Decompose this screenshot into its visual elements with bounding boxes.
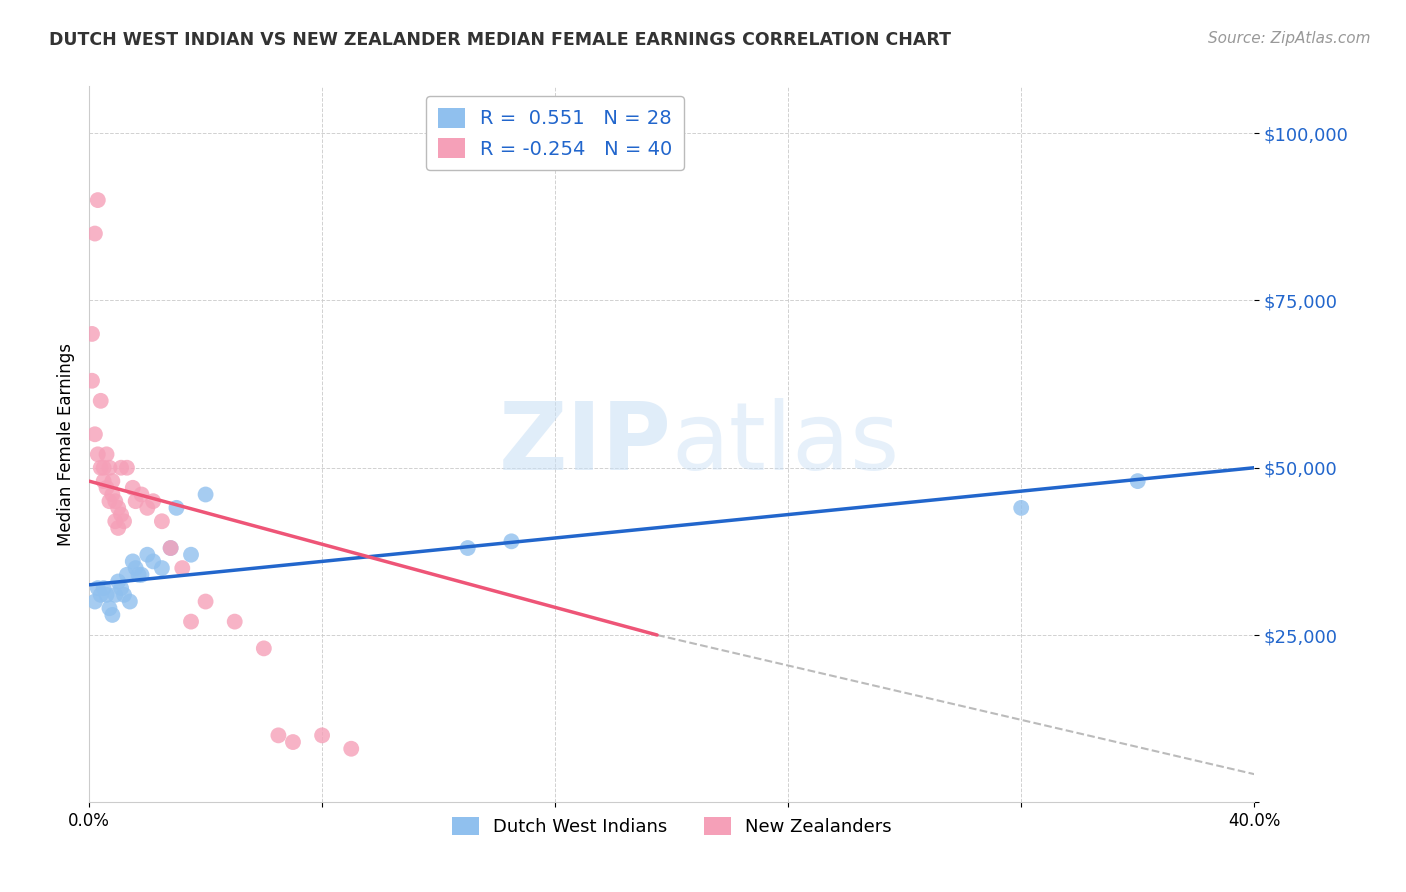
Point <box>124 561 146 575</box>
Point <box>104 588 127 602</box>
Point <box>107 574 129 589</box>
Point <box>311 728 333 742</box>
Point <box>104 494 127 508</box>
Point <box>142 494 165 508</box>
Point <box>194 594 217 608</box>
Point <box>107 500 129 515</box>
Point <box>172 561 194 575</box>
Point <box>267 728 290 742</box>
Point <box>98 601 121 615</box>
Point <box>136 500 159 515</box>
Point <box>87 581 110 595</box>
Y-axis label: Median Female Earnings: Median Female Earnings <box>58 343 75 546</box>
Point <box>110 581 132 595</box>
Point <box>80 374 103 388</box>
Point <box>194 487 217 501</box>
Point <box>96 447 118 461</box>
Point <box>90 588 112 602</box>
Point <box>96 588 118 602</box>
Point <box>121 481 143 495</box>
Point <box>98 460 121 475</box>
Point <box>107 521 129 535</box>
Point <box>98 494 121 508</box>
Text: ZIP: ZIP <box>499 399 672 491</box>
Point <box>224 615 246 629</box>
Point <box>87 193 110 207</box>
Point <box>159 541 181 555</box>
Point <box>118 594 141 608</box>
Point <box>112 514 135 528</box>
Point <box>166 500 188 515</box>
Point <box>124 494 146 508</box>
Text: DUTCH WEST INDIAN VS NEW ZEALANDER MEDIAN FEMALE EARNINGS CORRELATION CHART: DUTCH WEST INDIAN VS NEW ZEALANDER MEDIA… <box>49 31 952 49</box>
Point <box>128 567 150 582</box>
Point <box>131 567 153 582</box>
Point <box>96 481 118 495</box>
Point <box>457 541 479 555</box>
Point <box>83 227 105 241</box>
Point <box>110 508 132 522</box>
Point <box>90 460 112 475</box>
Point <box>136 548 159 562</box>
Point <box>93 474 115 488</box>
Point <box>110 460 132 475</box>
Point <box>87 447 110 461</box>
Point <box>83 594 105 608</box>
Point <box>340 741 363 756</box>
Point <box>121 554 143 568</box>
Point <box>115 567 138 582</box>
Point <box>83 427 105 442</box>
Point <box>1010 500 1032 515</box>
Point <box>253 641 276 656</box>
Point <box>93 581 115 595</box>
Point <box>150 514 173 528</box>
Point <box>150 561 173 575</box>
Point <box>501 534 523 549</box>
Point <box>93 460 115 475</box>
Point <box>101 607 124 622</box>
Point <box>180 548 202 562</box>
Point <box>80 326 103 341</box>
Point <box>115 460 138 475</box>
Point <box>90 393 112 408</box>
Point <box>1126 474 1149 488</box>
Point <box>142 554 165 568</box>
Point <box>159 541 181 555</box>
Legend: Dutch West Indians, New Zealanders: Dutch West Indians, New Zealanders <box>444 810 898 843</box>
Point <box>101 474 124 488</box>
Text: atlas: atlas <box>672 399 900 491</box>
Point <box>101 487 124 501</box>
Point <box>131 487 153 501</box>
Point <box>180 615 202 629</box>
Point <box>281 735 304 749</box>
Point <box>104 514 127 528</box>
Point <box>112 588 135 602</box>
Text: Source: ZipAtlas.com: Source: ZipAtlas.com <box>1208 31 1371 46</box>
